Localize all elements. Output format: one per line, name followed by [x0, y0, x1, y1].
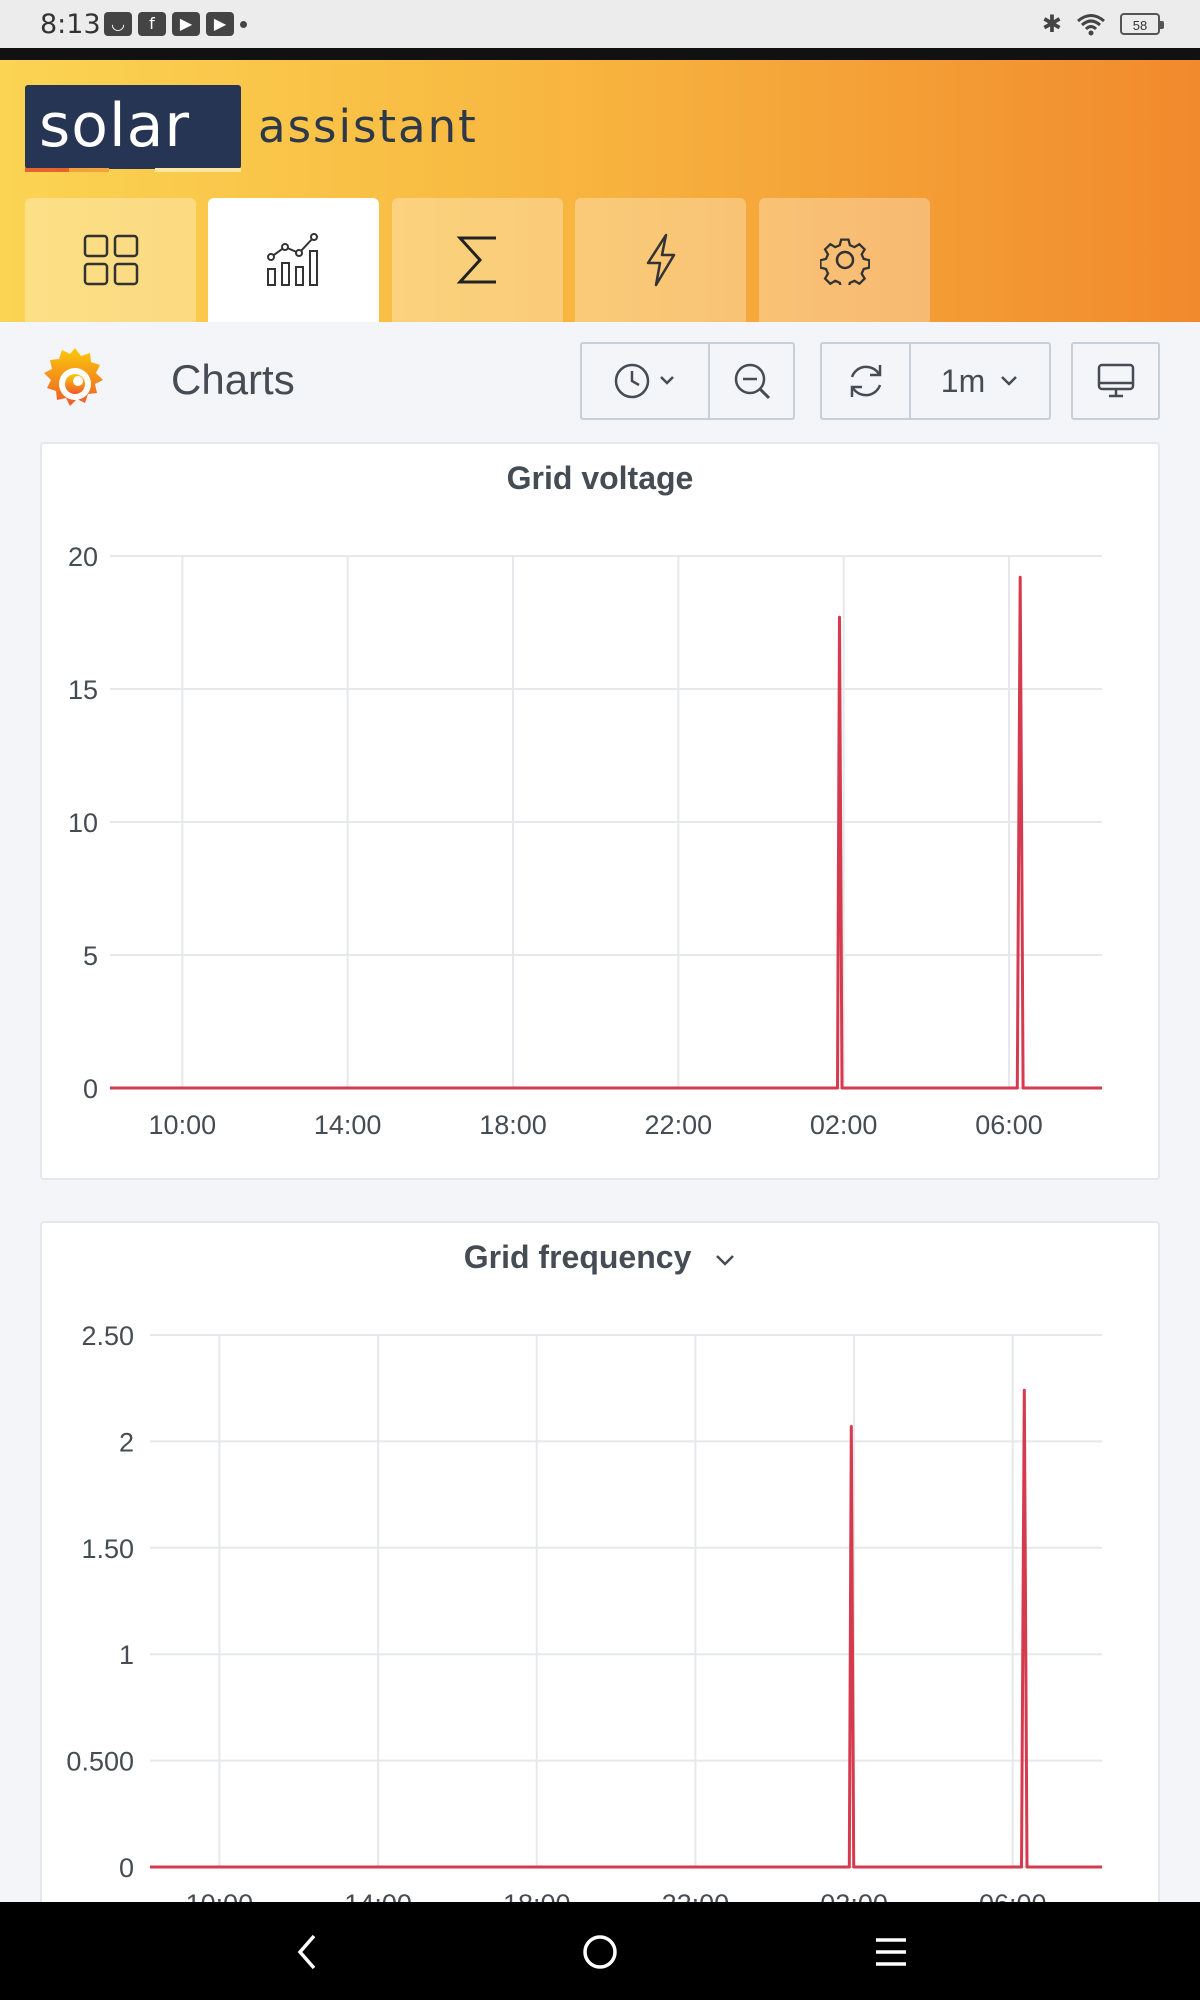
y-tick-label: 0.500 [66, 1747, 134, 1777]
x-tick-label: 02:00 [810, 1110, 878, 1140]
grafana-logo-icon[interactable] [40, 346, 110, 416]
solar-logo[interactable]: solar [25, 85, 241, 172]
android-nav-bar [0, 1902, 1200, 2000]
tab-totals[interactable] [392, 198, 563, 322]
x-tick-label: 14:00 [314, 1110, 382, 1140]
series-line [150, 1388, 1102, 1869]
view-mode-controls [1071, 342, 1160, 420]
wifi-icon [1077, 14, 1105, 36]
panel-title: Grid voltage [506, 460, 694, 496]
zoom-out-button[interactable] [708, 344, 793, 418]
status-bar: 8:13 ◡ f ▶ ▶ ✱ 58 [0, 0, 1200, 48]
chevron-down-icon [1001, 376, 1018, 386]
lightning-icon [646, 233, 675, 287]
sigma-icon [456, 236, 496, 284]
youtube-icon: ▶ [206, 12, 234, 36]
home-icon[interactable] [580, 1932, 620, 1972]
y-tick-label: 2.50 [81, 1321, 134, 1351]
y-tick-label: 1.50 [81, 1534, 134, 1564]
refresh-interval-value: 1m [940, 362, 986, 399]
time-picker-button[interactable] [582, 344, 708, 418]
y-tick-label: 10 [68, 808, 98, 838]
y-tick-label: 0 [119, 1853, 134, 1883]
refresh-controls: 1m [820, 342, 1051, 420]
back-icon[interactable] [292, 1932, 322, 1972]
refresh-button[interactable] [822, 344, 909, 418]
tv-mode-button[interactable] [1073, 344, 1158, 418]
monitor-icon [1097, 363, 1134, 398]
battery-level: 58 [1132, 18, 1148, 33]
page-title: Charts [171, 356, 295, 403]
clock-icon [614, 363, 674, 399]
x-tick-label: 06:00 [975, 1110, 1043, 1140]
y-tick-label: 2 [119, 1427, 134, 1457]
grid-voltage-panel: Grid voltage 0 5 10 15 20 10:00 14:00 18:00 22:0… [40, 442, 1160, 1180]
notification-app-icon: ◡ [104, 12, 132, 36]
x-tick-label: 10:00 [149, 1110, 217, 1140]
panel-title: Grid frequency [463, 1239, 692, 1275]
tab-power[interactable] [575, 198, 746, 322]
y-tick-label: 1 [119, 1640, 134, 1670]
battery-icon: 58 [1120, 13, 1164, 35]
panel-title-row[interactable]: Grid frequency [42, 1239, 1158, 1276]
facebook-icon: f [138, 12, 166, 36]
logo-tagline: assistant [258, 100, 478, 153]
logo-word: solar [39, 91, 191, 161]
menu-icon[interactable] [874, 1934, 908, 1970]
status-time: 8:13 [40, 9, 101, 40]
app-header: solar assistant [0, 60, 1200, 322]
refresh-interval-select[interactable]: 1m [909, 344, 1049, 418]
y-tick-label: 0 [83, 1074, 98, 1104]
chevron-down-icon [716, 1254, 735, 1266]
grid-voltage-chart[interactable]: 0 5 10 15 20 10:00 14:00 18:00 22:00 02:00 06:00 [42, 444, 1158, 1178]
grid-frequency-panel: Grid frequency 00.50011.5022.5010:0014:0… [40, 1221, 1160, 1921]
notification-icons: ◡ f ▶ ▶ [104, 12, 247, 36]
time-controls [580, 342, 795, 420]
more-notifications-icon [240, 21, 247, 28]
y-tick-label: 20 [68, 542, 98, 572]
refresh-icon [850, 365, 881, 397]
gear-icon [819, 238, 870, 285]
grid-icon [83, 234, 138, 286]
tab-dashboard[interactable] [25, 198, 196, 322]
x-tick-label: 22:00 [645, 1110, 713, 1140]
tab-settings[interactable] [759, 198, 930, 322]
bluetooth-icon: ✱ [1041, 10, 1062, 38]
grid-frequency-chart[interactable]: 00.50011.5022.5010:0014:0018:0022:0002:0… [42, 1223, 1158, 1919]
youtube-icon: ▶ [172, 12, 200, 36]
y-tick-label: 15 [68, 675, 98, 705]
chart-icon [266, 233, 318, 286]
tab-charts[interactable] [208, 198, 379, 322]
app-top-border [0, 48, 1200, 60]
y-tick-label: 5 [83, 941, 98, 971]
series-line [110, 575, 1102, 1090]
x-tick-label: 18:00 [479, 1110, 547, 1140]
zoom-out-icon [734, 363, 770, 400]
